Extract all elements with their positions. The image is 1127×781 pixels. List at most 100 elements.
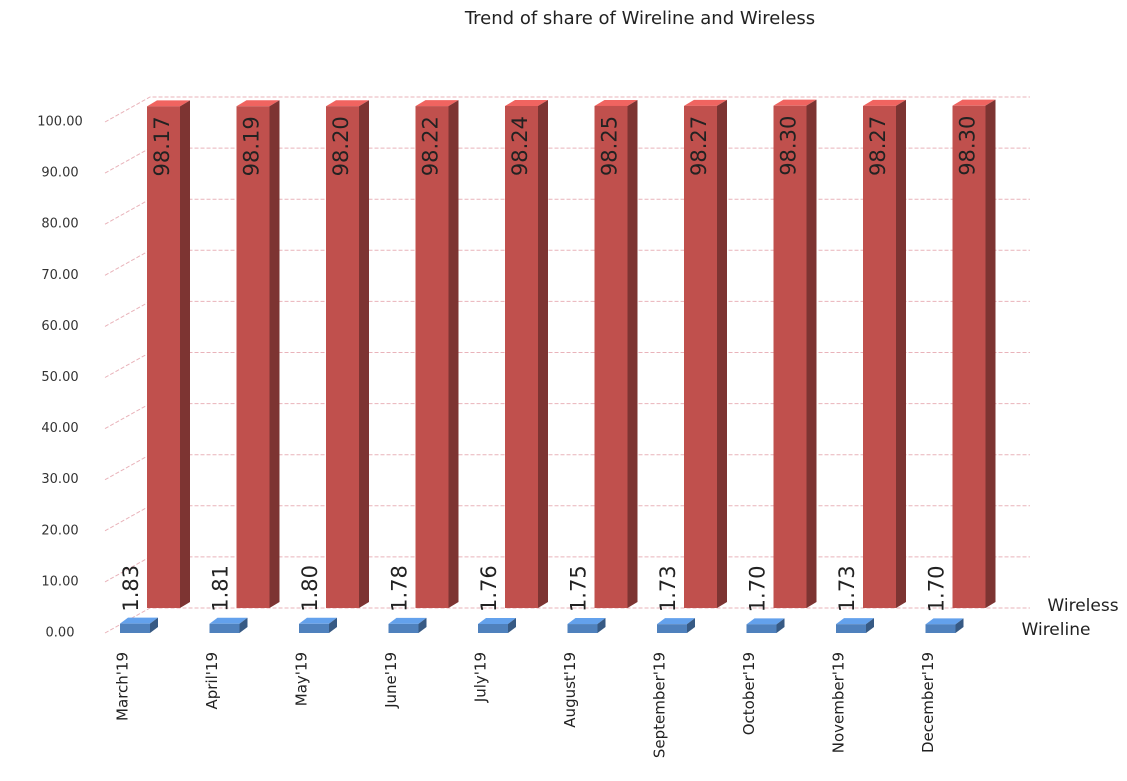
x-tick-label: October'19 — [740, 652, 758, 735]
bar-top — [657, 618, 695, 625]
series-label: Wireline — [1022, 620, 1091, 640]
bar-side — [418, 617, 427, 633]
bar — [478, 618, 516, 633]
bar-side — [687, 618, 695, 633]
data-label: 1.81 — [209, 565, 233, 612]
bar-side — [239, 617, 248, 633]
bar-side — [448, 100, 459, 609]
bar-side — [597, 618, 606, 633]
y-tick-label: 0.00 — [46, 626, 75, 641]
bar-front — [684, 105, 717, 608]
bar-front — [120, 623, 150, 633]
data-label: 98.24 — [508, 116, 532, 176]
bar — [836, 618, 874, 633]
x-tick-label: September'19 — [651, 652, 669, 758]
bar-side — [150, 617, 158, 633]
data-label: 1.80 — [298, 565, 322, 612]
y-tick-label: 100.00 — [37, 115, 83, 130]
bar-front — [773, 105, 807, 608]
bar-top — [746, 618, 785, 625]
bar — [594, 99, 638, 608]
bar-front — [836, 624, 866, 633]
bar-front — [952, 105, 986, 608]
data-label: 98.27 — [866, 116, 890, 176]
bar-side — [776, 618, 785, 633]
bar-top — [299, 617, 337, 624]
data-label: 98.25 — [598, 116, 622, 176]
data-label: 98.22 — [419, 116, 443, 176]
bar — [925, 618, 964, 633]
bar-top — [326, 100, 369, 107]
data-label: 98.19 — [240, 116, 264, 176]
bar-front — [209, 623, 240, 633]
x-tick-label: December'19 — [919, 652, 937, 753]
data-label: 1.70 — [925, 566, 949, 613]
x-tick-label: June'19 — [382, 652, 400, 709]
bar — [505, 99, 548, 609]
y-tick-label: 30.00 — [41, 472, 78, 487]
bar-front — [505, 105, 538, 609]
bar — [236, 100, 280, 609]
bar-top — [120, 617, 158, 624]
bar-top — [478, 618, 516, 625]
x-tick-label: May'19 — [293, 652, 311, 706]
y-tick-label: 70.00 — [41, 268, 78, 283]
bar-side — [180, 100, 190, 608]
bar-side — [269, 100, 280, 609]
bar-front — [863, 105, 896, 608]
bar — [684, 99, 727, 608]
bar-side — [985, 99, 996, 608]
x-tick-label: March'19 — [114, 652, 132, 721]
bar-top — [925, 618, 964, 625]
bar-top — [388, 617, 427, 624]
bar-top — [415, 100, 459, 107]
bar-side — [717, 99, 727, 608]
y-tick-label: 20.00 — [41, 523, 78, 538]
bar — [388, 617, 427, 633]
bar — [863, 99, 906, 608]
y-tick-label: 10.00 — [41, 574, 78, 589]
bar-side — [627, 99, 638, 608]
bar-side — [329, 617, 337, 633]
x-tick-label: April'19 — [203, 652, 221, 710]
chart-title: Trend of share of Wireline and Wireless — [464, 8, 815, 29]
bar-top — [773, 99, 817, 106]
bar-side — [538, 99, 548, 609]
bar-front — [415, 106, 449, 609]
bar-front — [326, 106, 359, 608]
bar — [147, 100, 190, 608]
y-tick-label: 50.00 — [41, 370, 78, 385]
bar — [326, 100, 369, 608]
bar — [746, 618, 785, 633]
bar-front — [388, 623, 419, 633]
y-tick-label: 90.00 — [41, 166, 78, 181]
bar-top — [209, 617, 248, 624]
x-tick-label: July'19 — [472, 652, 490, 703]
data-label: 1.76 — [477, 565, 501, 612]
bar-side — [508, 618, 516, 633]
bar-top — [567, 618, 606, 625]
bar-front — [478, 624, 508, 633]
bar-top — [236, 100, 280, 107]
bar — [567, 618, 606, 633]
series-label: Wireless — [1047, 596, 1118, 616]
bar — [773, 99, 817, 608]
data-label: 98.20 — [329, 116, 353, 176]
data-label: 98.30 — [777, 116, 801, 176]
bar-top — [952, 99, 996, 106]
bar-side — [866, 618, 874, 633]
bar-front — [746, 624, 777, 633]
x-tick-label: November'19 — [830, 652, 848, 753]
data-label: 1.70 — [746, 566, 770, 613]
data-label: 1.73 — [835, 565, 859, 612]
data-label: 98.17 — [150, 116, 174, 176]
bar-top — [863, 99, 906, 106]
bar — [299, 617, 337, 633]
data-label: 1.83 — [119, 565, 143, 612]
bar-side — [806, 99, 817, 608]
bar — [120, 617, 158, 633]
data-label: 1.78 — [388, 565, 412, 612]
bar — [209, 617, 248, 633]
data-label: 98.30 — [956, 116, 980, 176]
bar-top — [594, 99, 638, 106]
